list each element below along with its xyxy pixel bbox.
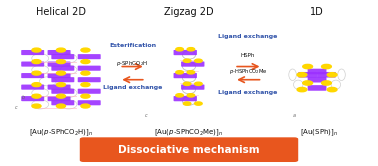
FancyBboxPatch shape <box>78 66 101 71</box>
Circle shape <box>187 94 195 97</box>
Circle shape <box>187 48 195 51</box>
Text: Ligand exchange: Ligand exchange <box>103 85 162 90</box>
Circle shape <box>176 48 183 51</box>
Circle shape <box>195 82 202 85</box>
Circle shape <box>176 94 183 97</box>
Text: Ligand exchange: Ligand exchange <box>218 90 278 95</box>
Circle shape <box>322 81 332 85</box>
FancyBboxPatch shape <box>308 69 327 74</box>
Text: a: a <box>293 113 296 118</box>
FancyBboxPatch shape <box>174 73 197 78</box>
FancyBboxPatch shape <box>308 85 327 91</box>
FancyBboxPatch shape <box>181 84 204 90</box>
FancyBboxPatch shape <box>48 50 71 55</box>
FancyBboxPatch shape <box>51 77 74 82</box>
Circle shape <box>81 104 90 108</box>
Circle shape <box>56 60 65 64</box>
Text: Zigzag 2D: Zigzag 2D <box>164 7 214 17</box>
Circle shape <box>56 94 65 98</box>
Circle shape <box>183 82 191 85</box>
Circle shape <box>81 60 90 64</box>
Text: Ligand exchange: Ligand exchange <box>218 34 278 39</box>
Circle shape <box>32 60 41 64</box>
Circle shape <box>195 59 202 62</box>
FancyBboxPatch shape <box>48 84 71 90</box>
FancyBboxPatch shape <box>80 137 298 162</box>
Text: $p$-SPhCO$_2$H: $p$-SPhCO$_2$H <box>116 59 149 68</box>
FancyBboxPatch shape <box>174 96 197 101</box>
FancyBboxPatch shape <box>181 61 204 67</box>
Circle shape <box>56 48 65 52</box>
FancyBboxPatch shape <box>78 100 101 105</box>
Circle shape <box>297 87 307 92</box>
FancyBboxPatch shape <box>48 73 71 78</box>
Circle shape <box>81 94 90 98</box>
Circle shape <box>56 104 65 108</box>
Text: HSPh: HSPh <box>241 52 255 57</box>
Text: 1D: 1D <box>310 7 324 17</box>
FancyBboxPatch shape <box>308 77 327 83</box>
Circle shape <box>327 73 337 77</box>
Circle shape <box>303 81 313 85</box>
Text: Esterification: Esterification <box>109 43 156 48</box>
Circle shape <box>322 64 332 69</box>
Circle shape <box>32 94 41 98</box>
Text: c: c <box>144 113 147 118</box>
Circle shape <box>32 83 41 87</box>
FancyBboxPatch shape <box>174 50 197 55</box>
FancyBboxPatch shape <box>48 62 71 67</box>
Text: b: b <box>22 95 25 100</box>
Circle shape <box>187 71 195 74</box>
Text: [Au($p$-SPhCO$_2$H)]$_n$: [Au($p$-SPhCO$_2$H)]$_n$ <box>29 127 93 138</box>
Circle shape <box>81 83 90 87</box>
Circle shape <box>303 64 313 69</box>
FancyBboxPatch shape <box>21 84 44 90</box>
FancyBboxPatch shape <box>78 89 101 94</box>
Text: [Au(SPh)]$_n$: [Au(SPh)]$_n$ <box>300 127 338 138</box>
Circle shape <box>183 102 191 105</box>
Text: Dissociative mechanism: Dissociative mechanism <box>118 145 260 155</box>
FancyBboxPatch shape <box>78 77 101 82</box>
Circle shape <box>56 83 65 87</box>
Text: Helical 2D: Helical 2D <box>36 7 86 17</box>
FancyBboxPatch shape <box>48 96 71 101</box>
FancyBboxPatch shape <box>21 73 44 78</box>
Text: [Au($p$-SPhCO$_2$Me)]$_n$: [Au($p$-SPhCO$_2$Me)]$_n$ <box>154 127 224 138</box>
FancyBboxPatch shape <box>317 72 336 78</box>
Circle shape <box>32 71 41 75</box>
Circle shape <box>176 71 183 74</box>
Circle shape <box>81 71 90 75</box>
Circle shape <box>56 71 65 75</box>
Text: c: c <box>14 105 17 110</box>
FancyBboxPatch shape <box>21 96 44 101</box>
FancyBboxPatch shape <box>51 89 74 94</box>
FancyBboxPatch shape <box>21 62 44 67</box>
Circle shape <box>183 59 191 62</box>
FancyBboxPatch shape <box>51 66 74 71</box>
FancyBboxPatch shape <box>51 100 74 105</box>
FancyBboxPatch shape <box>298 72 317 78</box>
FancyBboxPatch shape <box>21 50 44 55</box>
Text: $p$-HSPhCO$_2$Me: $p$-HSPhCO$_2$Me <box>229 67 268 76</box>
FancyBboxPatch shape <box>78 54 101 59</box>
Circle shape <box>195 102 202 105</box>
Circle shape <box>297 73 307 77</box>
Circle shape <box>327 87 337 92</box>
FancyBboxPatch shape <box>51 54 74 59</box>
Circle shape <box>81 48 90 52</box>
Circle shape <box>32 104 41 108</box>
Circle shape <box>32 48 41 52</box>
